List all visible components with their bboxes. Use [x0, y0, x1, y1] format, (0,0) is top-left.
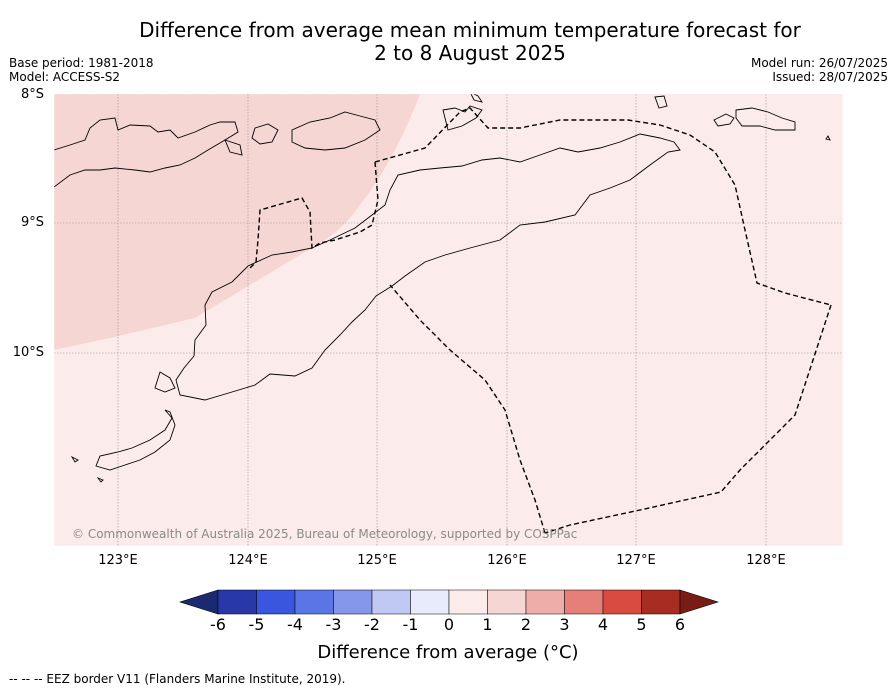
colorbar-segment: [371, 589, 411, 615]
colorbar-tick-label: 2: [520, 615, 532, 634]
coastlines: [54, 94, 831, 483]
eez-border-north: [374, 107, 832, 306]
issued-date: Issued: 28/07/2025: [772, 70, 888, 84]
pantar-coastline: [251, 123, 279, 145]
colorbar-arrow-high: [679, 589, 719, 615]
meta-left: Base period: 1981-2018 Model: ACCESS-S2: [9, 56, 154, 84]
wetar-coastline: [442, 105, 483, 131]
eez-border-east: [544, 304, 832, 534]
lon-label-127e: 127°E: [616, 553, 656, 568]
colorbar-tick-label: -1: [402, 615, 419, 634]
colorbar-segment: [333, 589, 373, 615]
copyright-notice: © Commonwealth of Australia 2025, Bureau…: [72, 527, 578, 541]
alor-coastline: [291, 111, 381, 151]
semau-island-coastline: [154, 371, 176, 393]
colorbar-tick-label: 0: [443, 615, 455, 634]
sawu-island-coastline: [70, 455, 104, 483]
colorbar-tick-label: -5: [248, 615, 265, 634]
atauro-coastline: [470, 94, 484, 103]
flores-coastline: [54, 117, 239, 188]
title-line-2: 2 to 8 August 2025: [374, 41, 566, 65]
colorbar-segment: [410, 589, 450, 615]
colorbar-tick-label: 6: [674, 615, 686, 634]
lon-label-126e: 126°E: [487, 553, 527, 568]
colorbar-segment: [217, 589, 257, 615]
colorbar-tick-label: 4: [597, 615, 609, 634]
colorbar-tick-label: -4: [287, 615, 303, 634]
lon-label-124e: 124°E: [228, 553, 268, 568]
colorbar-tick-label: 3: [559, 615, 570, 634]
colorbar-segment: [256, 589, 296, 615]
colorbar-segment: [525, 589, 565, 615]
solor-coastline: [224, 139, 243, 156]
lat-label-9s: 9°S: [20, 215, 44, 230]
colorbar-tick-label: -2: [364, 615, 380, 634]
colorbar-segment: [602, 589, 642, 615]
map-title: Difference from average mean minimum tem…: [100, 19, 840, 65]
lat-label-10s: 10°S: [12, 345, 44, 360]
colorbar-tick-label: -6: [210, 615, 226, 634]
colorbar-title: Difference from average (°C): [317, 642, 579, 663]
colorbar: [179, 589, 719, 615]
eez-borders: [249, 107, 832, 534]
eez-border-south: [389, 284, 546, 534]
colorbar-segment: [448, 589, 488, 615]
title-line-1: Difference from average mean minimum tem…: [139, 18, 801, 42]
timor-coastline: [175, 133, 681, 401]
model-name: Model: ACCESS-S2: [9, 70, 121, 84]
roti-island-coastline: [95, 409, 176, 471]
colorbar-tick-label: 1: [482, 615, 493, 634]
damar-coastline: [713, 113, 735, 127]
lon-label-125e: 125°E: [357, 553, 397, 568]
eez-border-west: [249, 161, 379, 269]
colorbar-segment: [641, 589, 681, 615]
eez-legend-note: -- -- -- EEZ border V11 (Flanders Marine…: [9, 672, 346, 686]
lon-label-128e: 128°E: [746, 553, 786, 568]
colorbar-arrow-low: [179, 589, 219, 615]
babar-coastline: [735, 107, 796, 131]
lat-label-8s: 8°S: [20, 87, 44, 102]
romang-coastline: [654, 95, 668, 109]
colorbar-segment: [487, 589, 527, 615]
anomaly-zone-1-to-2: [54, 94, 420, 350]
model-run: Model run: 26/07/2025: [750, 56, 888, 70]
colorbar-tick-label: -3: [325, 615, 342, 634]
colorbar-tick-label: 5: [636, 615, 647, 634]
base-period: Base period: 1981-2018: [9, 56, 154, 70]
colorbar-segment: [564, 589, 604, 615]
map-frame: [53, 93, 844, 547]
colorbar-segment: [294, 589, 334, 615]
leti-coastline: [825, 135, 831, 141]
gridlines: [54, 94, 843, 546]
lon-label-123e: 123°E: [98, 553, 138, 568]
meta-right: Model run: 26/07/2025 Issued: 28/07/2025: [751, 56, 888, 84]
